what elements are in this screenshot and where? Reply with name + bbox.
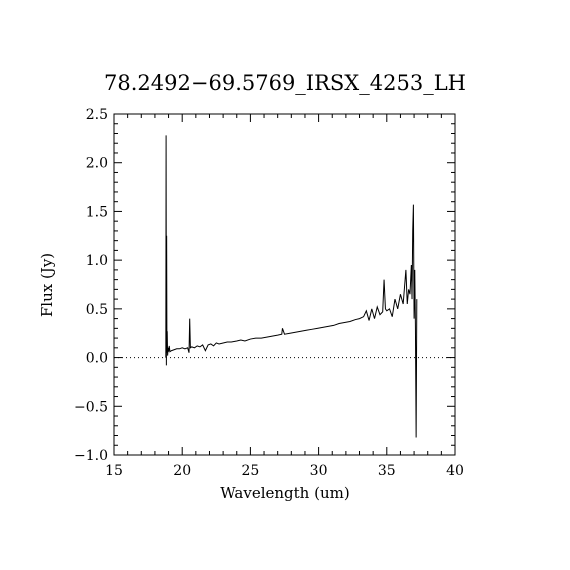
x-tick-label: 25 xyxy=(241,463,259,479)
axis-ticks xyxy=(113,113,456,456)
y-tick-label: 2.0 xyxy=(86,156,108,172)
x-tick-label: 30 xyxy=(310,463,328,479)
x-tick-label: 40 xyxy=(446,463,464,479)
y-axis-label: Flux (Jy) xyxy=(38,253,56,317)
y-tick-label: 1.0 xyxy=(86,253,108,269)
flux-spectrum-line xyxy=(165,135,418,438)
x-axis-label: Wavelength (um) xyxy=(220,484,349,502)
tick-labels: 15 20 25 30 35 40 −1.0 −0.5 0.0 0.5 1.0 1.5 2.0 2.5 xyxy=(74,107,464,479)
x-tick-label: 20 xyxy=(173,463,191,479)
y-tick-label: −0.5 xyxy=(74,399,108,415)
y-tick-label: 2.5 xyxy=(86,107,108,123)
y-tick-label: 0.5 xyxy=(86,302,108,318)
x-tick-label: 15 xyxy=(105,463,123,479)
x-tick-label: 35 xyxy=(378,463,396,479)
y-tick-label: 0.0 xyxy=(86,351,108,367)
plot-frame xyxy=(113,113,456,456)
y-tick-label: 1.5 xyxy=(86,204,108,220)
y-tick-label: −1.0 xyxy=(74,448,108,464)
chart-title: 78.2492−69.5769_IRSX_4253_LH xyxy=(104,71,466,95)
